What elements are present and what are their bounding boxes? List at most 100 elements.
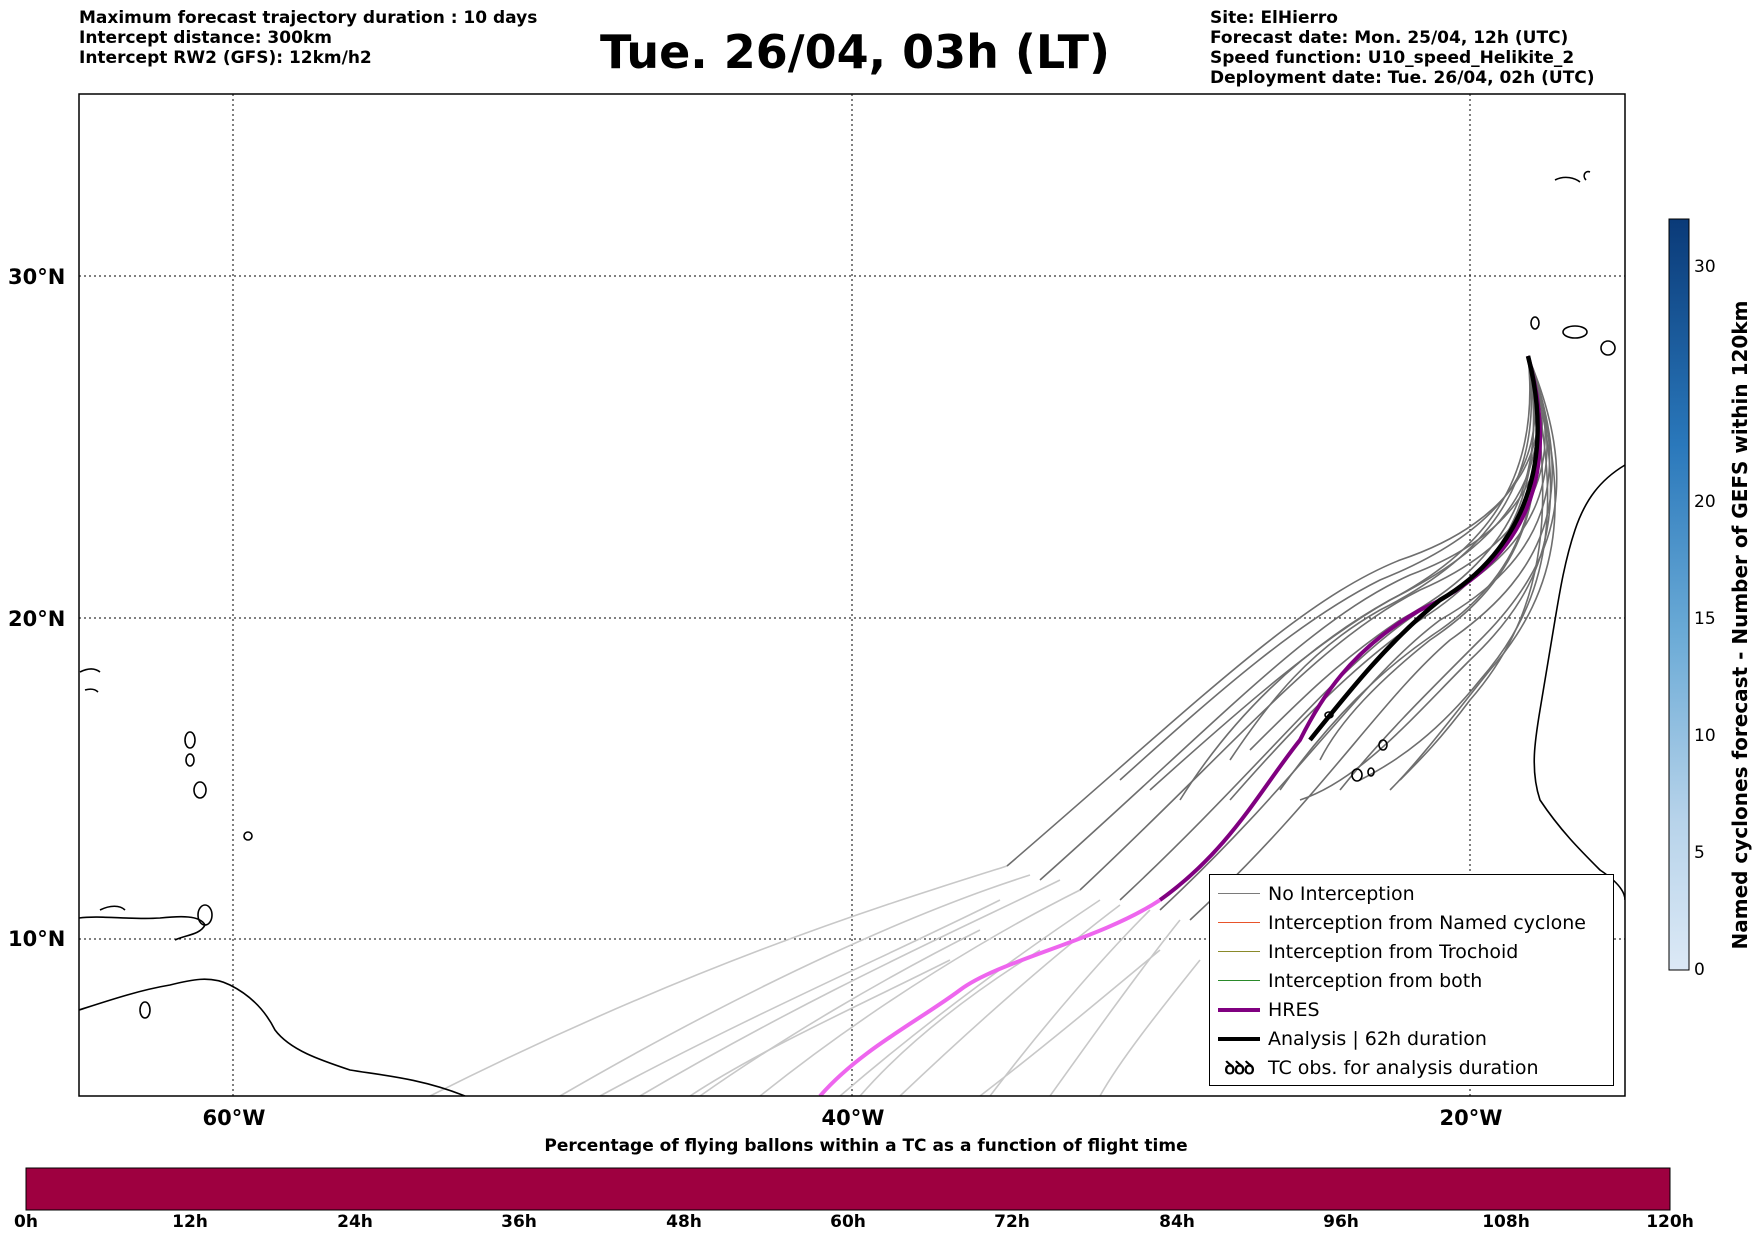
island-antilles [243,831,253,841]
trajectory-member [1229,355,1535,801]
header-left-line: Maximum forecast trajectory duration : 1… [79,8,538,28]
legend-line-hres [1218,1007,1260,1012]
trajectory-faded [689,959,951,1096]
colorbar-right-tick: 10 [1694,726,1716,746]
colorbar-bottom-tick: 48h [666,1212,702,1232]
coastline-venezuela [79,915,206,941]
tc-symbol-icon: ꝺꝺꝺ [1224,1057,1254,1079]
colorbar-bottom-tick: 120h [1646,1212,1694,1232]
header-right-info: Site: ElHierro Forecast date: Mon. 25/04… [1210,8,1595,88]
trajectory-member [1299,355,1552,801]
trajectory-member [1279,355,1538,791]
island-capeverde [1367,767,1375,777]
colorbar-bottom-tick: 0h [14,1212,38,1232]
coastline-caribbean [79,668,101,693]
legend-item: No Interception [1210,879,1613,908]
legend-label: Interception from Named cyclone [1268,911,1586,934]
hres-trajectory [1158,355,1543,902]
trajectory-member [1006,355,1540,867]
lon-label-40w: 40°W [821,1106,885,1130]
trajectory-member [1119,355,1548,901]
legend-label: HRES [1268,998,1320,1021]
trajectory-faded [1049,919,1181,1096]
trajectory-faded [639,879,1061,1096]
island-canary [1562,325,1588,339]
colorbar-bottom-tick: 12h [172,1212,208,1232]
header-right-line: Forecast date: Mon. 25/04, 12h (UTC) [1210,28,1569,48]
island-canary [1530,316,1540,330]
colorbar-bottom [25,1167,1671,1211]
colorbar-bottom-title: Percentage of flying ballons within a TC… [544,1136,1188,1156]
ensemble-faded-trajectories [429,865,1201,1096]
island-capeverde [1378,739,1388,751]
trajectory-faded [759,889,1081,1096]
header-left-line: Intercept RW2 (GFS): 12km/h2 [79,48,372,68]
coastline-iberia [1554,170,1591,183]
header-left-line: Intercept distance: 300km [79,28,332,48]
legend-line-no-interception [1218,893,1260,894]
legend-line-named-cyclone [1218,922,1260,923]
island-trinidad [197,904,213,926]
trajectory-faded [979,949,1161,1096]
colorbar-bottom-tick: 84h [1159,1212,1195,1232]
island-antilles [193,781,207,799]
coastline-south-america [79,978,466,1096]
trajectory-member [1359,355,1549,781]
trajectory-faded [1099,959,1201,1096]
trajectory-faded [429,865,1008,1096]
map-frame [78,93,1626,1097]
legend-item: Interception from both [1210,966,1613,995]
legend-item: Analysis | 62h duration [1210,1024,1613,1053]
island-coast [139,1001,151,1019]
legend-line-both [1218,980,1260,981]
trajectory-member [1189,355,1554,921]
legend-item: Interception from Trochoid [1210,937,1613,966]
coastlines [79,170,1625,1096]
colorbar-bottom-tick: 96h [1323,1212,1359,1232]
legend-line-analysis [1218,1036,1260,1041]
trajectory-faded [859,949,1041,1096]
colorbar-bottom-tick: 24h [337,1212,373,1232]
colorbar-right-tick: 30 [1694,257,1716,277]
legend: No Interception Interception from Named … [1209,874,1614,1086]
trajectory-faded [899,904,1121,1096]
trajectory-member [1079,355,1546,891]
header-left-info: Maximum forecast trajectory duration : 1… [79,8,537,68]
trajectory-member [1159,355,1551,911]
island-capeverde [1351,768,1363,782]
legend-item: ꝺꝺꝺ TC obs. for analysis duration [1210,1053,1613,1082]
lat-label-30n: 30°N [8,265,66,289]
analysis-trajectory [1308,355,1540,742]
trajectory-member [1119,355,1536,781]
header-right-line: Speed function: U10_speed_Helikite_2 [1210,48,1575,68]
legend-label: Interception from Trochoid [1268,940,1519,963]
colorbar-right-tick: 15 [1694,609,1716,629]
legend-label: TC obs. for analysis duration [1268,1056,1539,1079]
legend-line-trochoid [1218,951,1260,952]
header-right-line: Deployment date: Tue. 26/04, 02h (UTC) [1210,68,1595,88]
colorbar-bottom-tick: 36h [501,1212,537,1232]
trajectory-member [1339,355,1558,791]
hres-trajectory-faded [818,898,1162,1096]
colorbar-right-tick: 20 [1694,492,1716,512]
colorbar-right-label: Named cyclones forecast - Number of GEFS… [1728,300,1752,950]
legend-item: HRES [1210,995,1613,1024]
trajectory-member [1389,355,1556,791]
lon-label-20w: 20°W [1439,1106,1503,1130]
legend-label: Analysis | 62h duration [1268,1027,1487,1050]
island-antilles [184,731,196,749]
trajectory-faded [839,899,1101,1096]
lat-label-10n: 10°N [8,927,66,951]
legend-label: No Interception [1268,882,1415,905]
coastline-africa [1533,464,1625,901]
colorbar-bottom-tick: 72h [994,1212,1030,1232]
island-canary [1600,340,1616,356]
lon-label-60w: 60°W [202,1106,266,1130]
trajectory-member [1249,355,1535,751]
trajectory-member [1179,355,1531,801]
lat-label-20n: 20°N [8,607,66,631]
header-right-line: Site: ElHierro [1210,8,1338,28]
trajectory-faded [989,909,1151,1096]
colorbar-bottom-tick: 60h [830,1212,866,1232]
colorbar-right-tick: 5 [1694,843,1705,863]
